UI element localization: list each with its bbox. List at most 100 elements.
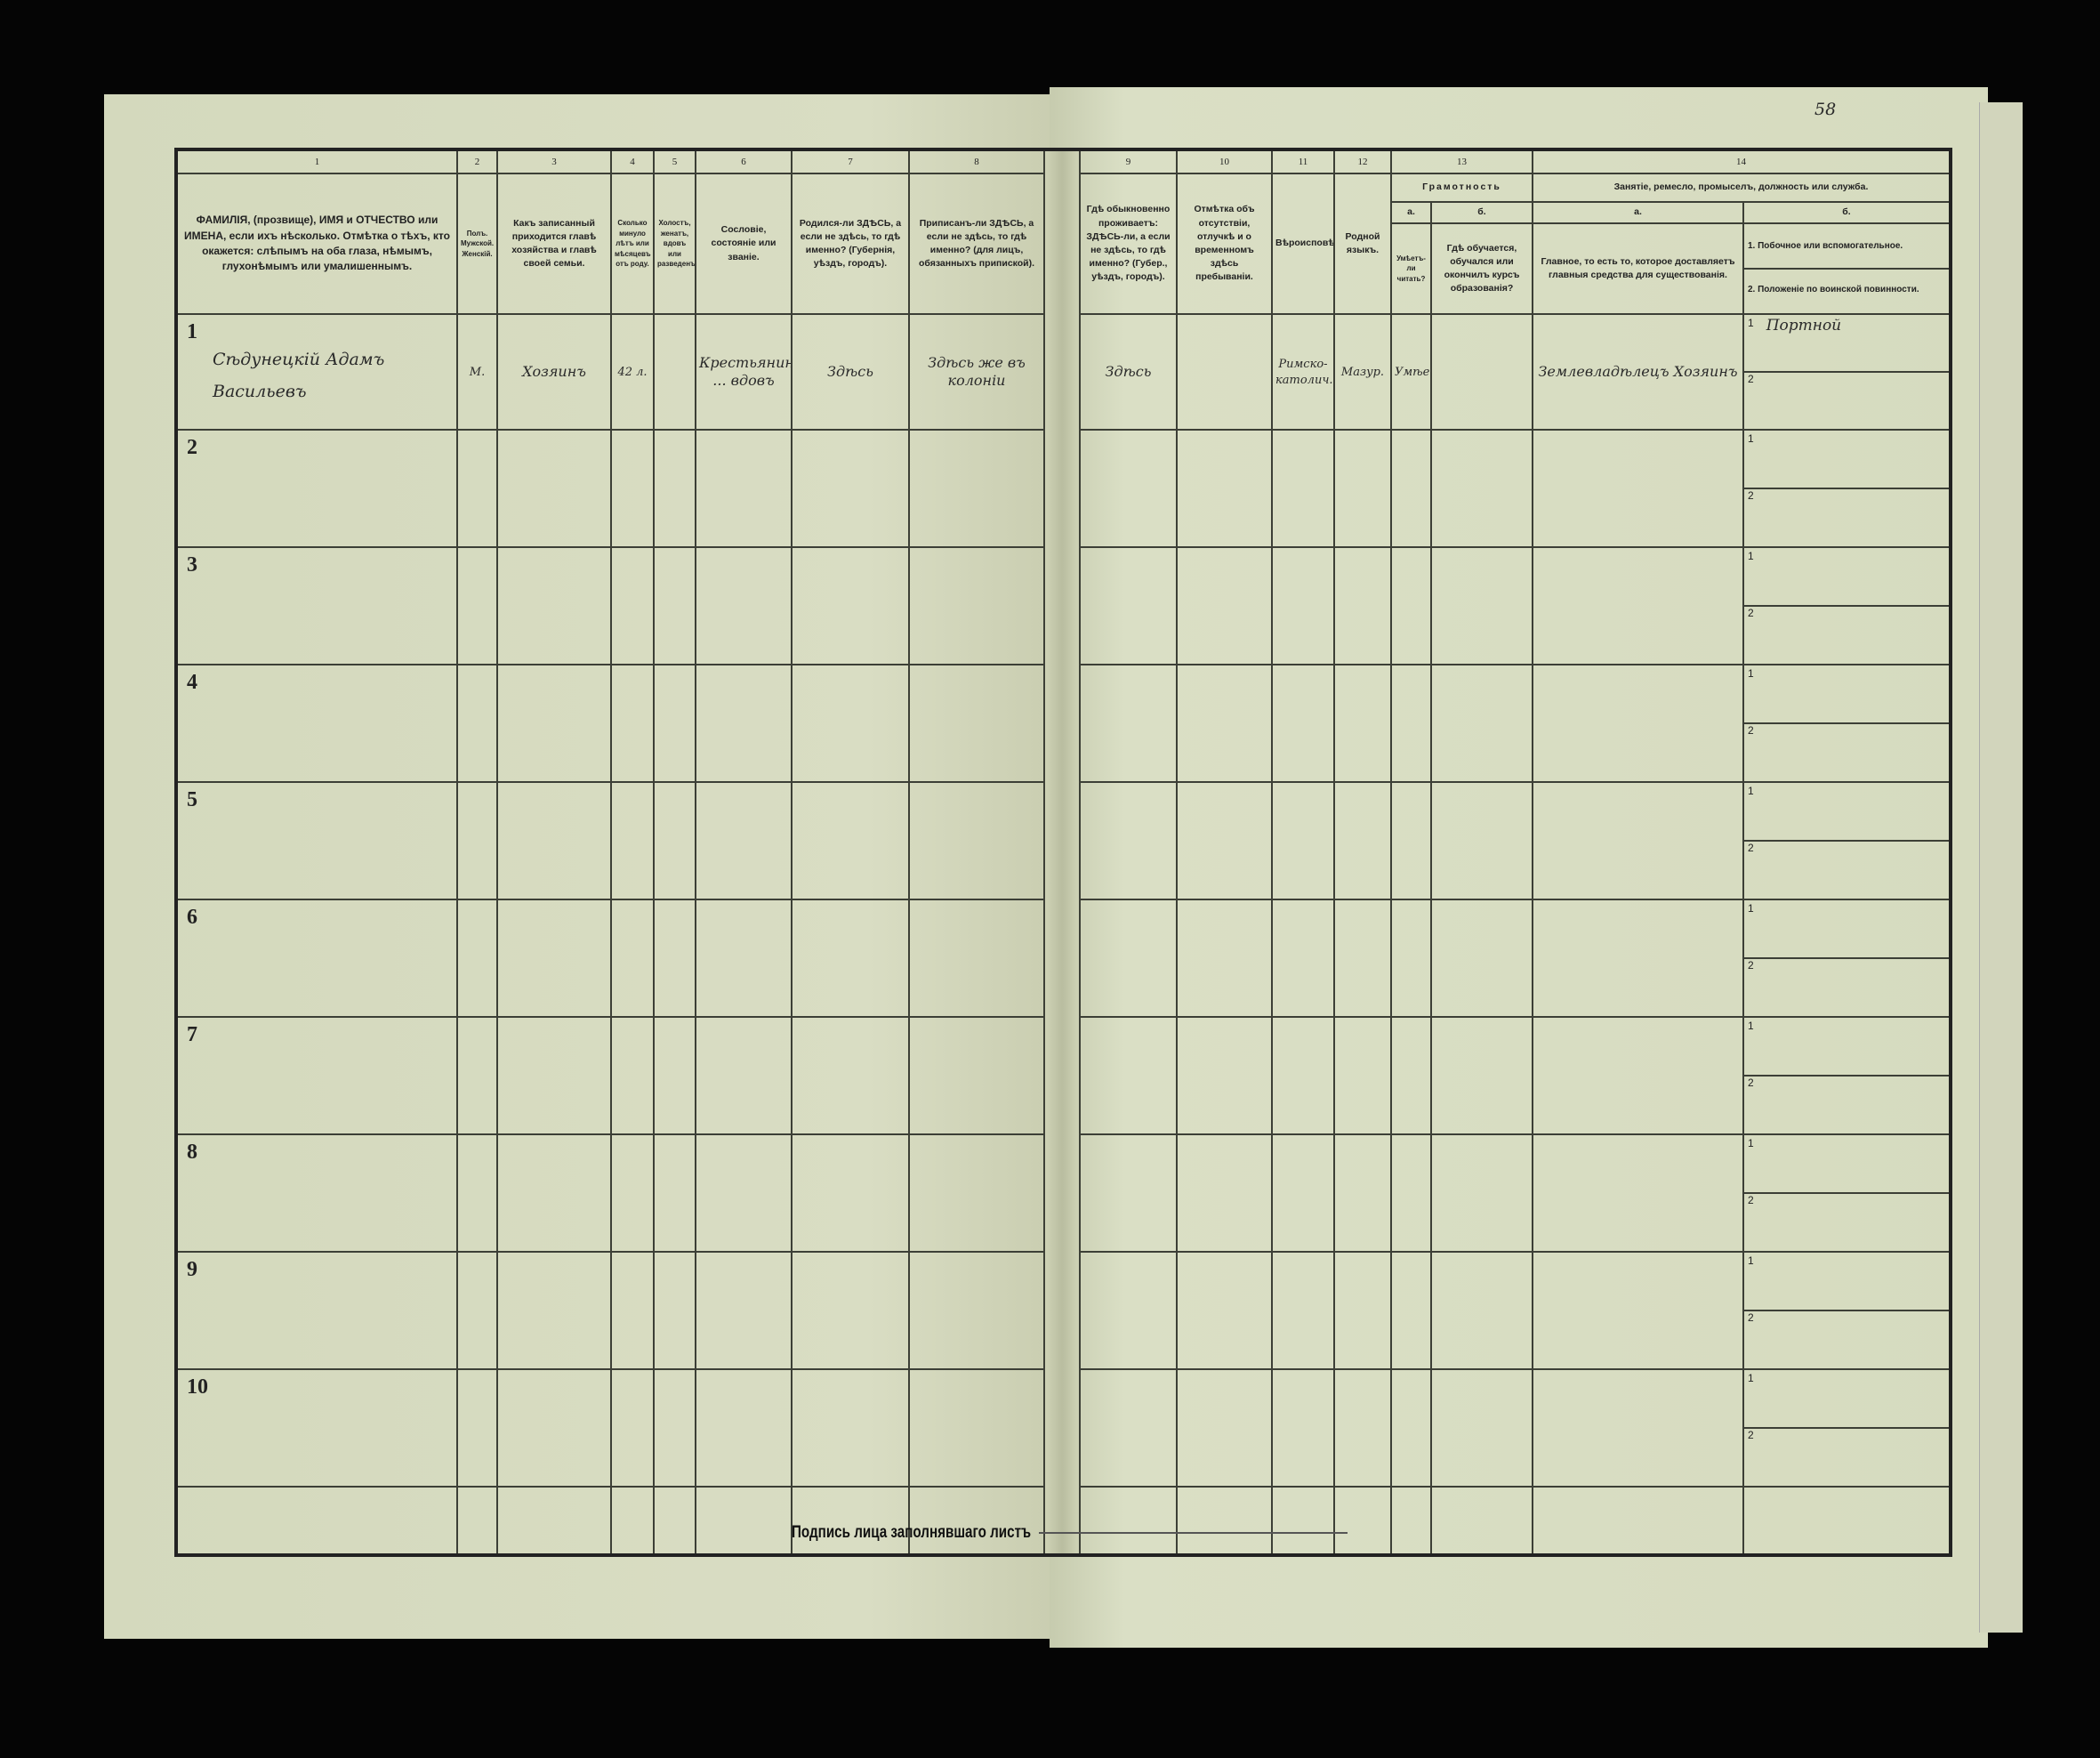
cell-side-occupation[interactable]: 1 2 xyxy=(1742,1368,1951,1488)
cell-language[interactable] xyxy=(1333,1133,1392,1253)
cell-estate[interactable] xyxy=(695,1251,793,1370)
cell-residence[interactable] xyxy=(1079,429,1178,548)
cell-relation[interactable] xyxy=(496,781,612,900)
cell-relation[interactable] xyxy=(496,899,612,1018)
cell-occupation_main[interactable] xyxy=(1532,1368,1744,1488)
cell-sex[interactable] xyxy=(456,546,498,665)
cell-registered[interactable] xyxy=(908,664,1045,783)
cell-absence[interactable] xyxy=(1176,429,1273,548)
cell-absence[interactable] xyxy=(1176,781,1273,900)
cell-side-occupation[interactable]: 1 2 xyxy=(1742,664,1951,783)
cell-born[interactable] xyxy=(791,546,910,665)
cell-absence[interactable] xyxy=(1176,1016,1273,1135)
cell-born[interactable] xyxy=(791,1251,910,1370)
cell-literate[interactable] xyxy=(1390,1368,1432,1488)
cell-literate[interactable] xyxy=(1390,1016,1432,1135)
cell-name[interactable]: 5 xyxy=(175,781,458,900)
cell-side-occupation[interactable]: 1 2 xyxy=(1742,781,1951,900)
cell-occupation_main[interactable] xyxy=(1532,664,1744,783)
cell-occupation_main[interactable]: Землевладѣлецъ Хозяинъ xyxy=(1532,313,1744,431)
cell-name[interactable]: 7 xyxy=(175,1016,458,1135)
cell-name[interactable]: 8 xyxy=(175,1133,458,1253)
cell-age[interactable] xyxy=(610,1133,655,1253)
cell-born[interactable] xyxy=(791,1016,910,1135)
cell-sex[interactable] xyxy=(456,781,498,900)
cell-marital[interactable] xyxy=(653,1016,696,1135)
cell-relation[interactable] xyxy=(496,1133,612,1253)
cell-language[interactable]: Мазур. xyxy=(1333,313,1392,431)
cell-literate[interactable] xyxy=(1390,899,1432,1018)
cell-relation[interactable] xyxy=(496,429,612,548)
cell-side-occupation[interactable]: 1 2 xyxy=(1742,546,1951,665)
cell-occupation_main[interactable] xyxy=(1532,429,1744,548)
cell-marital[interactable] xyxy=(653,429,696,548)
cell-relation[interactable] xyxy=(496,1251,612,1370)
cell-born[interactable] xyxy=(791,1368,910,1488)
cell-registered[interactable] xyxy=(908,429,1045,548)
cell-side-occupation[interactable]: 1 Портной 2 xyxy=(1742,313,1951,431)
cell-absence[interactable] xyxy=(1176,1251,1273,1370)
cell-registered[interactable] xyxy=(908,1133,1045,1253)
cell-registered[interactable] xyxy=(908,899,1045,1018)
cell-residence[interactable] xyxy=(1079,899,1178,1018)
cell-age[interactable] xyxy=(610,899,655,1018)
cell-relation[interactable] xyxy=(496,1016,612,1135)
cell-residence[interactable]: Здѣсь xyxy=(1079,313,1178,431)
cell-side-occupation[interactable]: 1 2 xyxy=(1742,899,1951,1018)
cell-sex[interactable] xyxy=(456,899,498,1018)
cell-registered[interactable] xyxy=(908,546,1045,665)
cell-religion[interactable] xyxy=(1271,429,1335,548)
cell-name[interactable]: 1 Сѣдунецкій Адамъ Васильевъ xyxy=(175,313,458,431)
cell-marital[interactable] xyxy=(653,1133,696,1253)
cell-age[interactable]: 42 л. xyxy=(610,313,655,431)
cell-born[interactable] xyxy=(791,1133,910,1253)
cell-estate[interactable] xyxy=(695,429,793,548)
cell-language[interactable] xyxy=(1333,1251,1392,1370)
cell-registered[interactable] xyxy=(908,1251,1045,1370)
cell-residence[interactable] xyxy=(1079,546,1178,665)
cell-residence[interactable] xyxy=(1079,664,1178,783)
cell-age[interactable] xyxy=(610,664,655,783)
cell-occupation_main[interactable] xyxy=(1532,1016,1744,1135)
cell-age[interactable] xyxy=(610,429,655,548)
cell-estate[interactable] xyxy=(695,1016,793,1135)
cell-registered[interactable] xyxy=(908,1368,1045,1488)
cell-literate[interactable] xyxy=(1390,1133,1432,1253)
cell-education[interactable] xyxy=(1430,1251,1533,1370)
cell-relation[interactable]: Хозяинъ xyxy=(496,313,612,431)
cell-marital[interactable] xyxy=(653,664,696,783)
cell-name[interactable]: 9 xyxy=(175,1251,458,1370)
cell-marital[interactable] xyxy=(653,781,696,900)
cell-religion[interactable] xyxy=(1271,781,1335,900)
cell-absence[interactable] xyxy=(1176,313,1273,431)
cell-religion[interactable] xyxy=(1271,1016,1335,1135)
cell-sex[interactable] xyxy=(456,1368,498,1488)
cell-language[interactable] xyxy=(1333,781,1392,900)
cell-marital[interactable] xyxy=(653,1251,696,1370)
cell-education[interactable] xyxy=(1430,1016,1533,1135)
cell-occupation_main[interactable] xyxy=(1532,1251,1744,1370)
cell-religion[interactable] xyxy=(1271,1251,1335,1370)
cell-literate[interactable] xyxy=(1390,429,1432,548)
cell-estate[interactable]: Крестьянинъ ... вдовъ xyxy=(695,313,793,431)
cell-registered[interactable] xyxy=(908,1016,1045,1135)
cell-age[interactable] xyxy=(610,1251,655,1370)
cell-residence[interactable] xyxy=(1079,1251,1178,1370)
cell-education[interactable] xyxy=(1430,1133,1533,1253)
cell-language[interactable] xyxy=(1333,429,1392,548)
cell-literate[interactable] xyxy=(1390,546,1432,665)
cell-absence[interactable] xyxy=(1176,899,1273,1018)
cell-absence[interactable] xyxy=(1176,1368,1273,1488)
cell-language[interactable] xyxy=(1333,899,1392,1018)
cell-absence[interactable] xyxy=(1176,546,1273,665)
cell-name[interactable]: 4 xyxy=(175,664,458,783)
cell-religion[interactable] xyxy=(1271,664,1335,783)
cell-estate[interactable] xyxy=(695,664,793,783)
cell-education[interactable] xyxy=(1430,899,1533,1018)
cell-side-occupation[interactable]: 1 2 xyxy=(1742,429,1951,548)
cell-age[interactable] xyxy=(610,1368,655,1488)
cell-marital[interactable] xyxy=(653,1368,696,1488)
cell-relation[interactable] xyxy=(496,664,612,783)
cell-estate[interactable] xyxy=(695,781,793,900)
cell-language[interactable] xyxy=(1333,1368,1392,1488)
